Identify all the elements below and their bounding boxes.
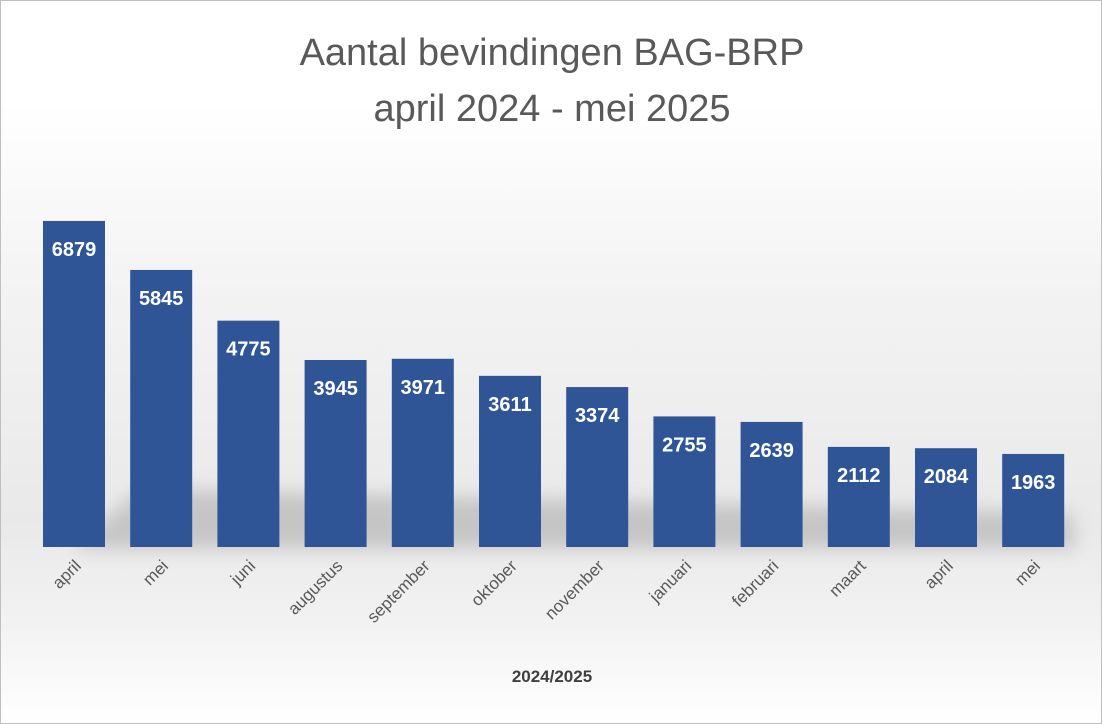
x-tick-label: januari — [645, 556, 695, 606]
x-tick-label: oktober — [467, 556, 521, 610]
x-tick-label: april — [49, 556, 85, 592]
data-label: 2112 — [837, 465, 880, 487]
chart-subtitle: april 2024 - mei 2025 — [373, 88, 731, 130]
bar — [43, 220, 105, 547]
data-label: 5845 — [139, 288, 184, 310]
x-tick-label: augustus — [284, 556, 346, 618]
data-label: 3971 — [401, 377, 446, 399]
data-label: 2639 — [749, 440, 794, 462]
data-label: 2084 — [924, 466, 969, 488]
bar — [217, 320, 280, 547]
bar — [653, 416, 716, 547]
bar — [479, 375, 541, 547]
data-label: 3945 — [313, 378, 358, 400]
data-label: 3611 — [488, 394, 531, 416]
x-tick-label: september — [363, 556, 433, 626]
x-tick-label: maart — [825, 556, 869, 600]
bar — [740, 421, 803, 547]
data-label: 3374 — [575, 405, 620, 427]
x-tick-label: mei — [1011, 556, 1044, 589]
bar — [304, 360, 367, 547]
x-tick-label: mei — [139, 556, 172, 589]
bar — [566, 387, 629, 547]
x-tick-label: november — [541, 556, 608, 623]
bar — [915, 448, 977, 547]
data-label: 6879 — [52, 239, 97, 261]
data-label: 2755 — [662, 434, 707, 456]
x-axis-title: 2024/2025 — [511, 667, 593, 686]
data-label: 1963 — [1011, 472, 1056, 494]
bar — [130, 269, 193, 547]
data-label: 4775 — [226, 339, 271, 361]
bar — [391, 358, 454, 547]
x-tick-label: februari — [728, 556, 782, 610]
bar — [1002, 453, 1065, 547]
bar — [827, 446, 890, 547]
x-tick-label: april — [921, 556, 957, 592]
chart-title: Aantal bevindingen BAG-BRP — [299, 32, 805, 74]
x-tick-label: juni — [226, 556, 259, 589]
